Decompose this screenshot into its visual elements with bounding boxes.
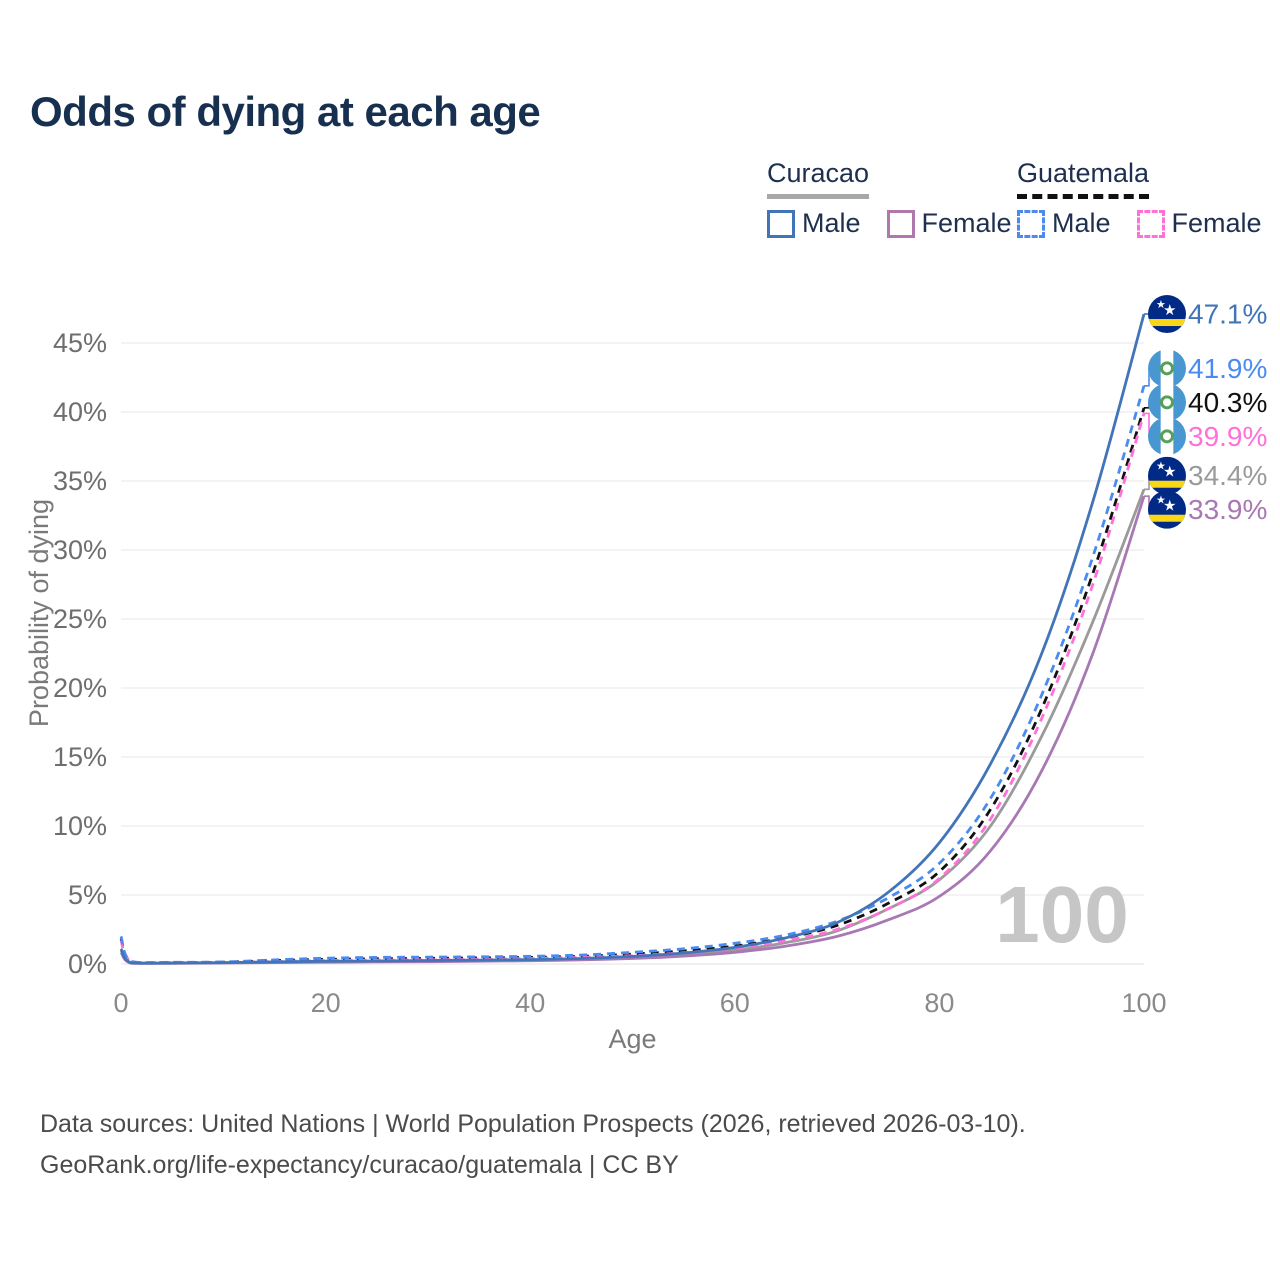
legend-label-curacao-male: Male — [802, 208, 861, 238]
y-tick-label: 40% — [53, 397, 107, 427]
legend-group-curacao: Curacao Male Female — [767, 158, 1012, 239]
flag-icon-guatemala — [1148, 417, 1186, 456]
legend-item-curacao-male[interactable]: Male — [767, 208, 861, 239]
legend-swatch-curacao-male — [767, 209, 795, 238]
legend-item-guatemala-male[interactable]: Male — [1017, 208, 1111, 239]
end-value-label-guatemala-total: 40.3% — [1188, 387, 1267, 418]
legend-country-curacao: Curacao — [767, 158, 870, 199]
series-line-guatemala-total[interactable] — [119, 407, 1146, 965]
series-line-curacao-total[interactable] — [119, 488, 1146, 965]
x-tick-label: 40 — [515, 988, 545, 1018]
series-line-curacao-male[interactable] — [119, 313, 1146, 965]
svg-text:★: ★ — [1163, 498, 1176, 515]
x-axis-title: Age — [608, 1024, 656, 1054]
legend-group-guatemala: Guatemala Male Female — [1017, 158, 1262, 239]
y-tick-label: 20% — [53, 673, 107, 703]
legend-item-guatemala-female[interactable]: Female — [1136, 208, 1262, 239]
flag-icon-guatemala — [1148, 383, 1186, 422]
flag-icon-curacao: ★★ — [1148, 490, 1186, 529]
page-title: Odds of dying at each age — [30, 88, 541, 135]
x-tick-label: 100 — [1121, 988, 1166, 1018]
legend-country-guatemala: Guatemala — [1017, 158, 1150, 199]
legend-swatch-guatemala-female — [1136, 209, 1165, 238]
y-tick-label: 35% — [53, 466, 107, 496]
x-tick-label: 80 — [924, 988, 954, 1018]
end-value-label-curacao-male: 47.1% — [1188, 299, 1267, 330]
y-tick-label: 5% — [68, 880, 107, 910]
end-value-label-curacao-female: 33.9% — [1188, 494, 1267, 525]
legend-swatch-guatemala-male — [1017, 209, 1045, 238]
x-tick-label: 20 — [311, 988, 341, 1018]
y-tick-label: 0% — [68, 949, 107, 979]
svg-text:★: ★ — [1163, 302, 1176, 319]
footer: Data sources: United Nations | World Pop… — [40, 1104, 1026, 1186]
end-value-label-curacao-total: 34.4% — [1188, 460, 1267, 491]
end-value-label-guatemala-male: 41.9% — [1188, 353, 1267, 384]
x-tick-label: 60 — [720, 988, 750, 1018]
y-tick-label: 45% — [53, 328, 107, 358]
svg-text:★: ★ — [1156, 495, 1166, 507]
x-tick-label: 0 — [113, 988, 128, 1018]
svg-text:★: ★ — [1163, 464, 1176, 481]
legend-label-guatemala-female: Female — [1171, 208, 1262, 238]
flag-icon-curacao: ★★ — [1148, 295, 1186, 334]
y-axis-title: Probability of dying — [24, 499, 54, 727]
series-line-curacao-female[interactable] — [119, 495, 1146, 965]
footer-attribution-link: GeoRank.org/life-expectancy/curacao/guat… — [40, 1151, 679, 1179]
legend-swatch-curacao-female — [886, 209, 915, 238]
age-watermark: 100 — [995, 870, 1128, 959]
series-line-guatemala-male[interactable] — [119, 385, 1146, 965]
svg-text:★: ★ — [1156, 299, 1166, 311]
end-value-label-guatemala-female: 39.9% — [1188, 421, 1267, 452]
y-tick-label: 10% — [53, 811, 107, 841]
footer-data-sources: Data sources: United Nations | World Pop… — [40, 1110, 1026, 1138]
svg-text:★: ★ — [1156, 461, 1166, 473]
legend-item-curacao-female[interactable]: Female — [886, 208, 1012, 239]
flag-icon-curacao: ★★ — [1148, 456, 1186, 495]
legend-label-curacao-female: Female — [921, 208, 1012, 238]
flag-icon-guatemala — [1148, 349, 1186, 388]
y-tick-label: 25% — [53, 604, 107, 634]
legend-label-guatemala-male: Male — [1052, 208, 1111, 238]
y-tick-label: 30% — [53, 535, 107, 565]
y-tick-label: 15% — [53, 742, 107, 772]
